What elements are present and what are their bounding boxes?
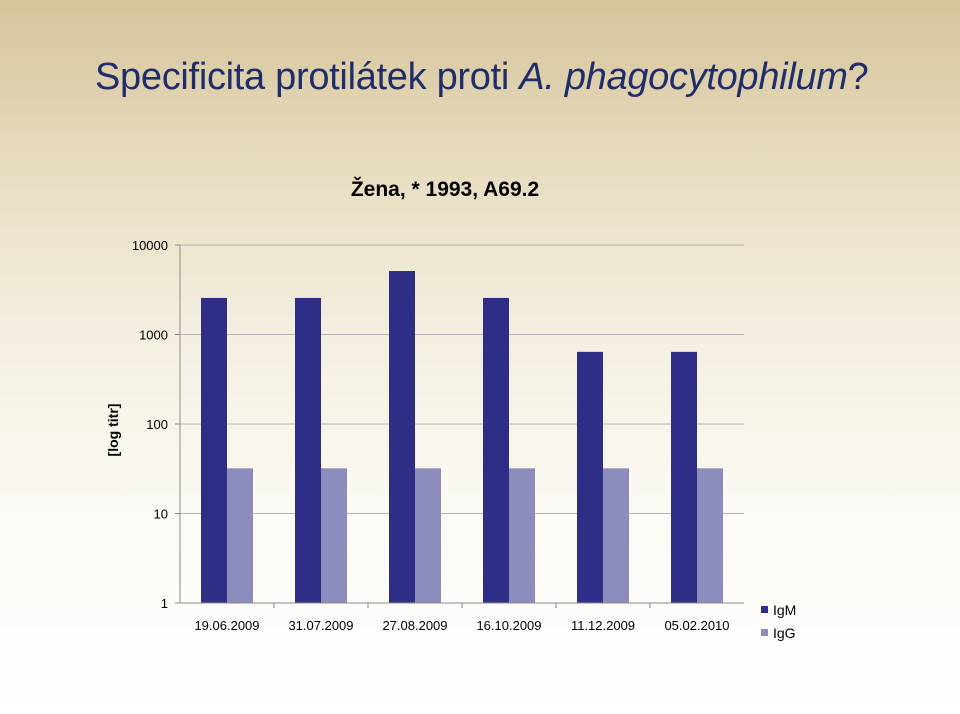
legend: IgM IgG [761, 602, 796, 641]
x-tick-label: 19.06.2009 [194, 618, 259, 633]
bar-igg [227, 468, 253, 603]
y-tick-label: 100 [146, 417, 168, 432]
x-tick-label: 05.02.2010 [664, 618, 729, 633]
x-tick-label: 16.10.2009 [476, 618, 541, 633]
slide-title-species: A. phagocytophilum [519, 56, 848, 98]
legend-label-igm: IgM [773, 602, 796, 618]
chart-title: Žena, * 1993, A69.2 [350, 178, 540, 201]
bar-igm [671, 351, 697, 603]
x-ticks: 19.06.2009 31.07.2009 27.08.2009 16.10.2009… [194, 603, 730, 633]
bar-igg [321, 468, 347, 603]
bar-igg [509, 468, 535, 603]
gridlines [180, 244, 744, 514]
bar-igm [389, 271, 415, 603]
y-tick-label: 10000 [132, 238, 168, 253]
y-tick-label: 1 [161, 596, 168, 611]
y-tick-label: 10 [154, 507, 168, 522]
bar-igm [295, 297, 321, 603]
legend-swatch-igg [761, 629, 768, 636]
bar-igg [415, 468, 441, 603]
y-tick-label: 1000 [139, 328, 168, 343]
slide-title-text: Specificita protilátek proti [95, 56, 520, 98]
x-tick-label: 27.08.2009 [382, 618, 447, 633]
bar-igg [697, 468, 723, 603]
bar-igm [577, 351, 603, 603]
x-tick-label: 11.12.2009 [571, 618, 635, 633]
bars [201, 271, 723, 603]
legend-label-igg: IgG [773, 625, 796, 641]
y-ticks: 1 10 100 1000 10000 [132, 238, 180, 611]
y-axis-label: [log titr] [105, 404, 121, 457]
slide-title-end: ? [847, 56, 869, 98]
bar-igg [603, 468, 629, 603]
bar-igm [201, 297, 227, 603]
legend-swatch-igm [761, 606, 768, 613]
x-tick-label: 31.07.2009 [288, 618, 353, 633]
slide-title: Specificita protilátek proti A. phagocyt… [95, 58, 869, 96]
bar-igm [483, 297, 509, 603]
